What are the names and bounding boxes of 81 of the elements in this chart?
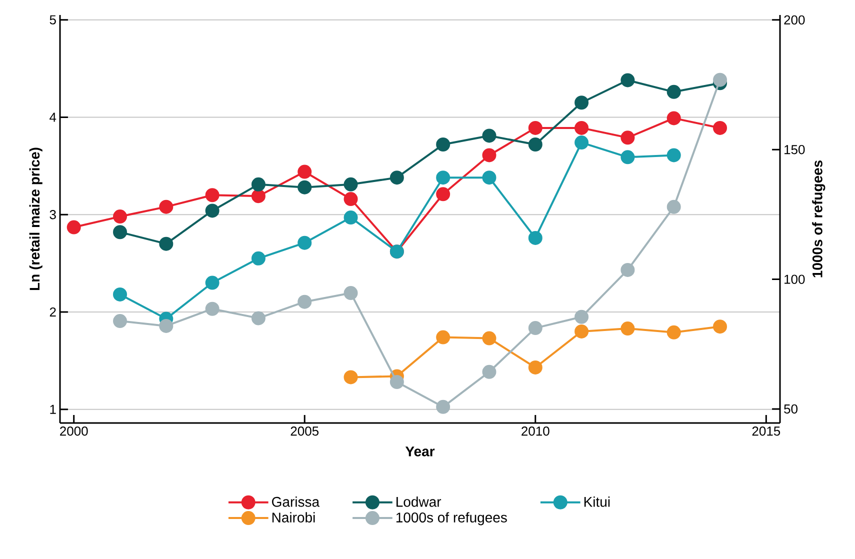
point <box>205 188 220 202</box>
point <box>251 177 266 192</box>
point <box>251 311 266 326</box>
point <box>666 200 681 214</box>
point <box>528 360 542 374</box>
y2-tick-label: 200 <box>784 15 805 25</box>
point <box>574 120 589 135</box>
point <box>482 364 496 379</box>
point <box>436 330 450 344</box>
point <box>251 251 266 266</box>
point <box>713 72 728 87</box>
point <box>528 321 542 336</box>
point <box>205 204 220 218</box>
y2-tick-label: 50 <box>784 404 798 414</box>
point <box>574 310 589 324</box>
y-tick-label: 5 <box>50 15 56 24</box>
point <box>298 164 312 179</box>
point <box>344 286 358 300</box>
legend-label: Garissa <box>272 496 320 507</box>
point <box>113 210 128 224</box>
y-tick-label: 4 <box>50 112 56 122</box>
point <box>574 136 589 150</box>
point <box>113 314 128 328</box>
point <box>620 73 635 88</box>
point <box>574 324 589 338</box>
point <box>205 276 220 290</box>
point <box>159 200 174 214</box>
y-tick-label: 3 <box>50 210 56 220</box>
legend-label: Lodwar <box>396 496 442 507</box>
point <box>713 320 727 334</box>
point <box>344 210 358 225</box>
point <box>528 120 542 135</box>
y-axis-title: Ln (retail maize price) <box>29 148 42 290</box>
point <box>528 138 542 152</box>
point <box>390 375 404 390</box>
point <box>159 318 174 333</box>
point <box>251 189 266 204</box>
point <box>666 84 681 99</box>
x-tick-label: 2015 <box>752 426 780 436</box>
x-axis-title: Year <box>405 446 435 456</box>
x-tick-label: 2010 <box>522 426 550 436</box>
x-tick-label: 2005 <box>290 426 319 436</box>
y2-tick-label: 100 <box>784 274 805 284</box>
legend-label: Kitui <box>584 496 610 507</box>
point <box>113 225 128 240</box>
point <box>298 236 312 250</box>
point <box>436 400 450 414</box>
point <box>205 302 220 316</box>
point <box>666 148 681 162</box>
y-tick-label: 1 <box>50 404 56 414</box>
point <box>113 287 128 302</box>
point <box>66 220 81 234</box>
point <box>436 187 450 202</box>
point <box>620 322 635 336</box>
point <box>620 150 635 164</box>
point <box>574 96 589 110</box>
x-tick-label: 2000 <box>60 426 88 436</box>
point <box>482 148 496 162</box>
point <box>298 294 312 309</box>
point <box>344 370 358 384</box>
y-tick-label: 2 <box>50 307 56 317</box>
point <box>666 111 681 126</box>
point <box>620 262 635 277</box>
point <box>482 331 496 346</box>
point <box>298 180 312 194</box>
point <box>390 170 404 185</box>
point <box>436 170 450 185</box>
legend-label: 1000s of refugees <box>396 512 507 526</box>
point <box>713 120 727 135</box>
point <box>620 130 635 145</box>
point <box>528 230 542 245</box>
point <box>344 177 358 192</box>
point <box>436 138 450 152</box>
point <box>666 325 681 340</box>
point <box>482 170 496 185</box>
point <box>159 236 174 251</box>
point <box>344 192 358 206</box>
point <box>482 128 496 143</box>
y2-tick-label: 150 <box>784 145 805 154</box>
legend-label: Nairobi <box>272 512 315 522</box>
y2-axis-title: 1000s of refugees <box>812 160 826 278</box>
